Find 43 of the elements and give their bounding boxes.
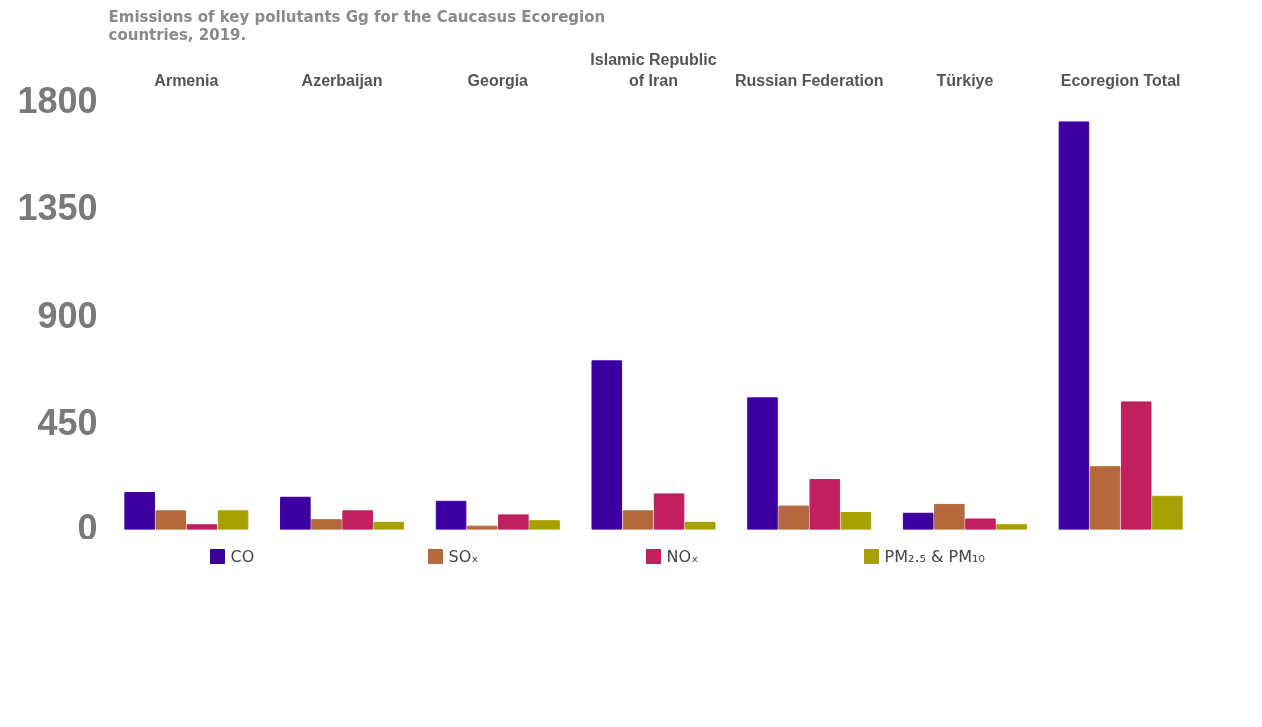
bar	[280, 496, 311, 530]
bar	[934, 503, 965, 530]
bar	[1152, 495, 1183, 530]
bar	[373, 521, 405, 530]
bar	[809, 479, 841, 530]
x-tick-label: Russian Federation	[734, 71, 884, 89]
y-tick-label: 900	[37, 294, 98, 336]
chart-title: Emissions of key pollutants Gg for the Caucasus Ecoregion countries, 2019.	[108, 7, 606, 44]
x-tick-label: Ecoregion Total	[1060, 71, 1181, 89]
bar	[155, 510, 187, 530]
bar	[186, 524, 218, 530]
bar	[653, 493, 685, 530]
y-tick-label: 1800	[17, 79, 98, 121]
legend-label: PM₂.₅ & PM₁₀	[884, 547, 985, 566]
bar	[591, 360, 623, 530]
legend-label: CO	[230, 547, 255, 566]
bar	[1058, 121, 1090, 530]
legend-label: SOₓ	[448, 547, 479, 566]
bar	[435, 500, 467, 530]
legend-label: NOₓ	[666, 547, 699, 566]
y-tick-label: 1350	[17, 187, 98, 228]
x-tick-label: Islamic Republic of Iran	[590, 51, 717, 89]
bar	[342, 510, 373, 530]
bar	[902, 512, 934, 530]
bar	[311, 519, 342, 530]
x-tick-label: Türkiye	[936, 71, 994, 89]
bar	[1120, 401, 1152, 530]
bar	[840, 512, 872, 530]
bar	[529, 520, 560, 530]
bar	[684, 521, 716, 530]
x-tick-label: Georgia	[467, 71, 529, 89]
bar	[747, 397, 778, 530]
bar	[217, 510, 249, 530]
x-tick-label: Azerbaijan	[301, 71, 383, 89]
y-tick-label: 450	[37, 402, 98, 443]
bar	[622, 510, 654, 530]
bar	[996, 524, 1027, 530]
bar	[498, 514, 529, 530]
bar	[124, 491, 155, 530]
bar	[1089, 466, 1121, 530]
bar	[778, 505, 809, 530]
bar	[965, 518, 996, 530]
x-tick-label: Armenia	[154, 71, 219, 89]
